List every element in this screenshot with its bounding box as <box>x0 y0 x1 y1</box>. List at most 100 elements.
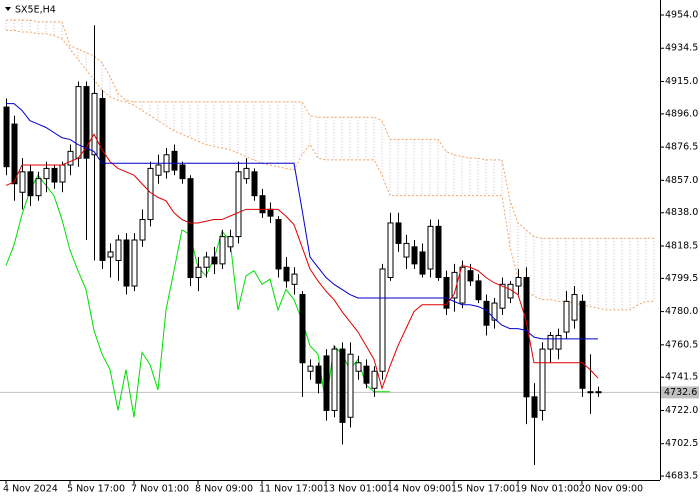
y-tick-label: 4954.0 <box>665 10 698 21</box>
candle-body <box>59 164 66 183</box>
x-tick-label: 14 Nov 09:00 <box>387 484 451 495</box>
candle-body <box>139 219 146 241</box>
candle-body <box>3 106 10 168</box>
y-tick-label: 4818.5 <box>665 240 698 251</box>
candle-body <box>539 348 546 411</box>
candle-body <box>379 268 386 372</box>
x-tick-label: 4 Nov 2024 <box>3 484 58 495</box>
candle-body <box>339 348 346 423</box>
x-tick-label: 11 Nov 17:00 <box>259 484 323 495</box>
tenkan-sen <box>5 133 599 390</box>
candle-body <box>235 171 242 238</box>
candle-body <box>179 164 186 180</box>
candle-body <box>419 251 426 275</box>
y-tick-label: 4741.5 <box>665 372 698 383</box>
candle-body <box>427 225 434 270</box>
candle-body <box>35 178 42 197</box>
candle-body <box>571 294 578 321</box>
candle-body <box>443 277 450 309</box>
candle-body <box>531 396 538 418</box>
x-tick-label: 5 Nov 17:00 <box>67 484 125 495</box>
x-tick-label: 19 Nov 01:00 <box>515 484 579 495</box>
y-tick-label: 4838.0 <box>665 207 698 218</box>
symbol-menu-arrow[interactable] <box>5 7 11 11</box>
candle-body <box>75 86 82 159</box>
candle-body <box>99 98 106 261</box>
candle-body <box>259 195 266 214</box>
y-tick-label: 4934.5 <box>665 43 698 54</box>
candle-body <box>459 266 466 304</box>
candle-body <box>331 348 338 411</box>
candle-body <box>19 171 26 193</box>
candle-body <box>43 167 50 180</box>
candle-body <box>27 171 34 197</box>
candle-body <box>323 355 330 411</box>
candle-body <box>395 222 402 244</box>
candle-body <box>267 208 274 217</box>
candle-body <box>91 92 98 156</box>
candle-body <box>499 283 506 309</box>
candle-body <box>283 266 290 282</box>
candle-body <box>155 164 162 176</box>
candle-body <box>491 302 498 321</box>
candle-body <box>51 167 58 183</box>
candle-body <box>307 365 314 372</box>
candle-body <box>467 270 474 282</box>
x-tick-label: 7 Nov 01:00 <box>131 484 189 495</box>
candle-body <box>67 150 74 166</box>
x-tick-label: 20 Nov 09:00 <box>579 484 643 495</box>
candle-body <box>227 236 234 248</box>
candle-body <box>131 239 138 287</box>
symbol-label: SX5E,H4 <box>15 5 56 16</box>
candle-body <box>347 353 354 418</box>
candle-body <box>211 256 218 265</box>
candle-body <box>203 256 210 268</box>
y-tick-label: 4760.5 <box>665 339 698 350</box>
candle-body <box>435 225 442 278</box>
y-tick-label: 4799.5 <box>665 273 698 284</box>
y-tick-label: 4780.0 <box>665 306 698 317</box>
candle-body <box>315 365 322 384</box>
candle-body <box>411 246 418 265</box>
current-price-label: 4732.6 <box>664 387 697 398</box>
y-tick-label: 4857.0 <box>665 175 698 186</box>
candle-body <box>515 277 522 287</box>
candle-body <box>251 171 258 197</box>
x-tick-label: 8 Nov 09:00 <box>195 484 253 495</box>
candle-body <box>563 300 570 333</box>
candle-body <box>555 334 562 350</box>
candle-body <box>187 178 194 279</box>
current-price-box <box>661 386 699 399</box>
y-tick-label: 4702.5 <box>665 438 698 449</box>
candle-body <box>387 222 394 278</box>
candle-body <box>547 334 554 350</box>
candle-body <box>299 294 306 364</box>
y-tick-label: 4722.0 <box>665 405 698 416</box>
candle-body <box>371 370 378 389</box>
x-tick-label: 13 Nov 01:00 <box>323 484 387 495</box>
candle-body <box>291 273 298 285</box>
candle-body <box>363 365 370 384</box>
candle-body <box>11 123 18 185</box>
candle-body <box>107 251 114 258</box>
candle-body <box>83 86 90 159</box>
candle-body <box>595 391 602 394</box>
y-tick-label: 4683.5 <box>665 471 698 482</box>
y-tick-label: 4876.5 <box>665 142 698 153</box>
plot <box>0 19 660 465</box>
y-tick-label: 4915.0 <box>665 76 698 87</box>
kijun-sen <box>6 103 598 340</box>
candle-body <box>403 242 410 258</box>
candle-body <box>355 362 362 372</box>
candle-body <box>523 277 530 398</box>
candle-body <box>195 266 202 279</box>
candle-body <box>475 280 482 301</box>
candle-body <box>275 219 282 270</box>
candle-body <box>483 300 490 326</box>
candle-body <box>123 239 130 287</box>
candle-body <box>587 391 594 394</box>
candle-body <box>219 236 226 265</box>
y-tick-label: 4896.0 <box>665 108 698 119</box>
candle-body <box>243 167 250 180</box>
